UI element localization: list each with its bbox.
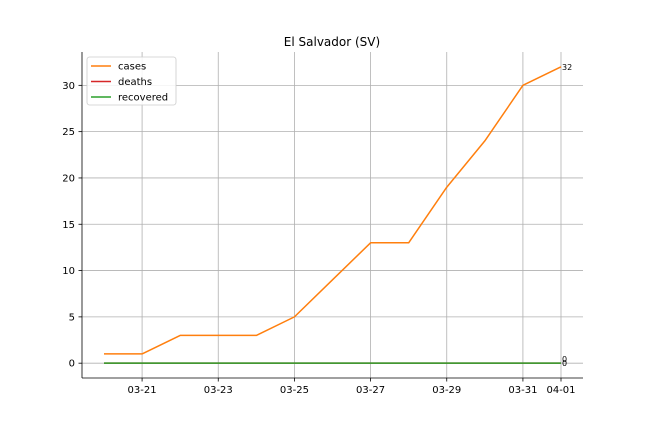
legend-label-deaths: deaths: [118, 77, 152, 88]
legend: cases deaths recovered: [86, 56, 177, 106]
y-tick-label: 25: [62, 127, 75, 138]
y-tick-label: 10: [62, 266, 75, 277]
legend-label-cases: cases: [118, 62, 146, 73]
end-label-deaths: 0: [562, 355, 567, 364]
legend-box: [86, 56, 177, 106]
y-tick-label: 15: [62, 220, 75, 231]
y-tick-label: 5: [69, 312, 75, 323]
chart-title: El Salvador (SV): [284, 35, 380, 49]
series-lines: [104, 66, 562, 364]
x-tick-label: 03-25: [280, 385, 309, 396]
x-tick-label: 03-31: [508, 385, 537, 396]
y-tick-label: 0: [69, 359, 75, 370]
series-line-cases: [104, 66, 562, 355]
grid: [82, 52, 583, 378]
y-tick-label: 30: [62, 81, 75, 92]
x-tick-label: 04-01: [546, 385, 575, 396]
x-tick-label: 03-29: [432, 385, 461, 396]
legend-label-recovered: recovered: [118, 93, 168, 104]
x-tick-label: 03-27: [356, 385, 385, 396]
x-tick-label: 03-23: [204, 385, 233, 396]
end-label-recovered: 0: [562, 359, 567, 368]
y-tick-label: 20: [62, 173, 75, 184]
x-tick-label: 03-21: [128, 385, 157, 396]
end-labels: 32 00: [562, 63, 572, 368]
axes: 03-21 03-23 03-25 03-27 03-29 03-31 04-01 0 5 10 1…: [62, 52, 583, 396]
end-label-cases: 32: [562, 63, 572, 72]
